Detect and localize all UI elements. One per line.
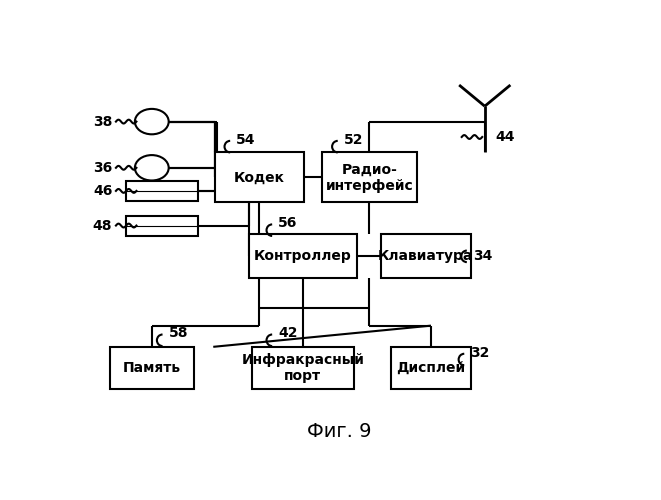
FancyBboxPatch shape (110, 347, 194, 389)
FancyBboxPatch shape (126, 181, 198, 201)
Text: 58: 58 (169, 326, 188, 340)
Text: 46: 46 (93, 184, 112, 198)
Text: 44: 44 (495, 130, 514, 144)
Text: 32: 32 (471, 346, 490, 360)
Text: 38: 38 (93, 114, 112, 128)
Text: 54: 54 (237, 132, 256, 146)
FancyBboxPatch shape (252, 347, 354, 389)
Text: 48: 48 (93, 218, 112, 232)
FancyBboxPatch shape (126, 216, 198, 236)
Text: 52: 52 (344, 132, 364, 146)
Text: 56: 56 (278, 216, 297, 230)
Text: 34: 34 (473, 250, 492, 264)
Text: Контроллер: Контроллер (254, 250, 352, 264)
FancyBboxPatch shape (215, 152, 304, 202)
FancyBboxPatch shape (381, 234, 471, 278)
Text: 42: 42 (278, 326, 298, 340)
Text: Клавиатура: Клавиатура (378, 250, 473, 264)
Text: Кодек: Кодек (234, 170, 285, 184)
Text: Память: Память (123, 361, 181, 375)
Text: Дисплей: Дисплей (397, 361, 465, 375)
Text: Инфракрасный
порт: Инфракрасный порт (241, 353, 364, 383)
FancyBboxPatch shape (391, 347, 471, 389)
FancyBboxPatch shape (249, 234, 357, 278)
Text: 36: 36 (93, 161, 112, 175)
Text: Радио-
интерфейс: Радио- интерфейс (326, 162, 413, 192)
Text: Фиг. 9: Фиг. 9 (307, 422, 371, 441)
FancyBboxPatch shape (322, 152, 417, 202)
